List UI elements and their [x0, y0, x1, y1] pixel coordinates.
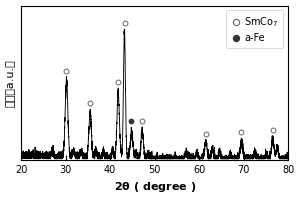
X-axis label: $\mathbf{2\theta}$ $\mathbf{(}$ $\mathbf{degree}$ $\mathbf{)}$: $\mathbf{2\theta}$ $\mathbf{(}$ $\mathbf… — [114, 180, 196, 194]
Y-axis label: 强度（a.u.）: 强度（a.u.） — [6, 59, 16, 107]
Legend: SmCo$_7$, a-Fe: SmCo$_7$, a-Fe — [226, 10, 284, 48]
